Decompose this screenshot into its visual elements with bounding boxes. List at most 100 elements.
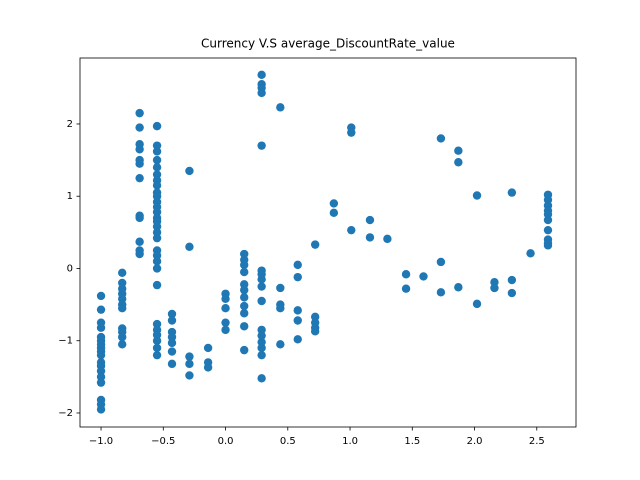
point: [240, 309, 249, 318]
point: [543, 215, 553, 225]
y-tick-label: 2: [67, 119, 73, 130]
x-tick-label: −0.5: [151, 436, 175, 447]
point: [118, 340, 127, 349]
point: [185, 359, 194, 369]
point: [118, 304, 127, 313]
point: [543, 210, 553, 219]
point: [96, 372, 106, 382]
point: [293, 335, 302, 344]
point: [293, 260, 302, 270]
point: [118, 294, 127, 304]
point: [221, 304, 230, 313]
point: [507, 188, 517, 197]
point: [203, 363, 213, 372]
point: [152, 155, 162, 165]
point: [135, 173, 144, 183]
point: [118, 278, 127, 288]
point: [96, 405, 106, 414]
point: [436, 288, 446, 297]
point: [185, 166, 194, 176]
point: [293, 272, 302, 282]
point: [152, 228, 162, 237]
point: [167, 332, 177, 342]
y-tick-label: −2: [58, 408, 73, 419]
point: [152, 121, 162, 131]
point: [257, 374, 266, 383]
x-tick-label: 0.0: [218, 436, 234, 447]
point: [257, 282, 266, 291]
point: [152, 233, 162, 243]
x-tick-label: 1.5: [404, 436, 420, 447]
point: [454, 158, 463, 167]
point: [240, 260, 249, 270]
point: [257, 325, 266, 335]
point: [310, 312, 320, 322]
point: [490, 283, 499, 293]
point: [293, 306, 302, 315]
point: [167, 309, 177, 319]
point: [240, 293, 249, 302]
point: [257, 343, 266, 353]
point: [152, 251, 162, 260]
point: [118, 332, 127, 342]
point: [454, 283, 463, 292]
point: [257, 88, 266, 98]
x-tick-label: 0.5: [280, 436, 296, 447]
point: [135, 249, 144, 259]
point: [257, 296, 266, 306]
y-tick-label: 1: [67, 191, 73, 202]
point: [257, 331, 266, 340]
point: [526, 249, 535, 258]
point: [240, 249, 249, 259]
point: [257, 275, 266, 284]
point: [96, 323, 106, 332]
point: [221, 325, 230, 335]
point: [310, 240, 320, 249]
point: [152, 257, 162, 266]
point: [240, 285, 249, 295]
point: [436, 134, 446, 143]
point: [276, 103, 285, 112]
point: [507, 275, 517, 285]
point: [472, 299, 482, 309]
y-tick-label: 0: [67, 263, 73, 274]
point: [152, 192, 162, 201]
point: [276, 340, 285, 349]
point: [276, 283, 285, 293]
point: [135, 159, 144, 168]
point: [152, 343, 162, 353]
x-tick-label: 1.0: [342, 436, 358, 447]
point: [401, 270, 411, 279]
point: [152, 330, 162, 340]
point: [276, 304, 285, 313]
point: [257, 337, 266, 347]
point: [419, 272, 428, 281]
point: [152, 207, 162, 217]
point: [240, 322, 249, 331]
point: [240, 280, 249, 289]
point: [383, 234, 392, 244]
point: [96, 305, 106, 314]
point: [96, 378, 106, 387]
point: [152, 280, 162, 290]
point: [152, 181, 162, 190]
point: [365, 215, 375, 225]
point: [543, 241, 553, 250]
point: [257, 70, 266, 80]
point: [152, 319, 162, 329]
point: [135, 123, 144, 132]
point: [543, 225, 553, 235]
point: [135, 237, 144, 246]
point: [472, 191, 482, 200]
point: [135, 213, 144, 223]
point: [167, 338, 177, 348]
y-tick-label: −1: [58, 336, 73, 347]
point: [96, 291, 106, 301]
point: [329, 208, 339, 218]
point: [167, 359, 177, 369]
point: [152, 222, 162, 231]
point: [203, 343, 213, 353]
point: [329, 199, 339, 208]
